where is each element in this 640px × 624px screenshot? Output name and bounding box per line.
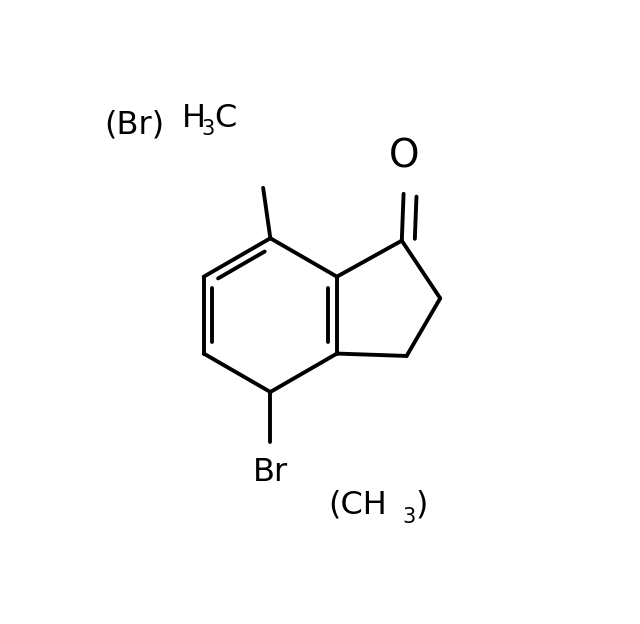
Text: (Br): (Br) [104,110,164,141]
Text: H: H [182,102,205,134]
Text: 3: 3 [403,507,416,527]
Text: O: O [389,137,419,175]
Text: 3: 3 [202,119,215,139]
Text: ): ) [416,489,428,520]
Text: C: C [214,102,237,134]
Text: (CH: (CH [328,489,387,520]
Text: Br: Br [253,457,288,488]
